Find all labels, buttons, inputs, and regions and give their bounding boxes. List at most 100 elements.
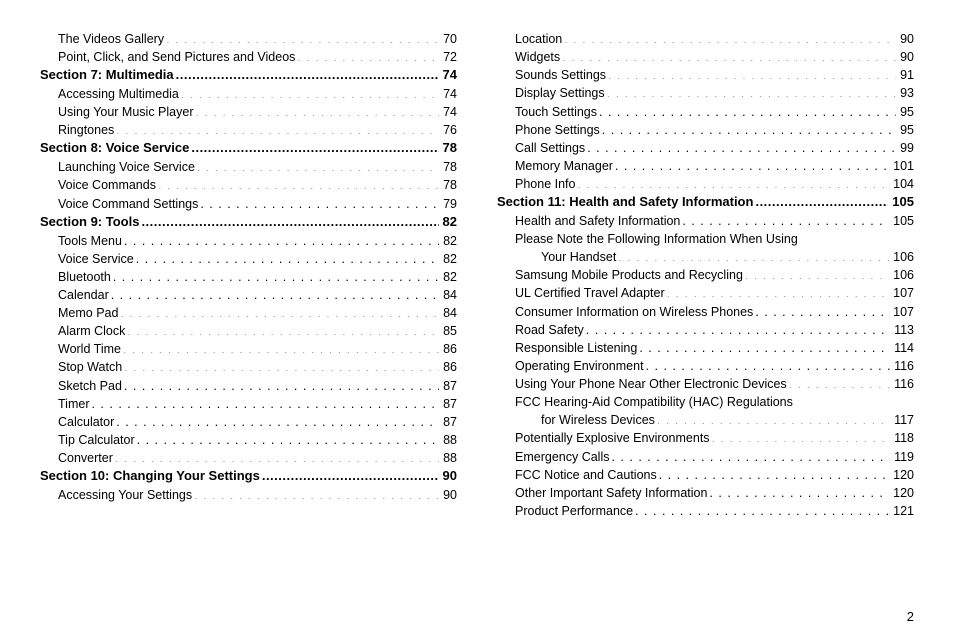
toc-entry: Sounds Settings91 [497,66,914,84]
toc-entry-label: Consumer Information on Wireless Phones [515,303,755,321]
toc-entry-page: 120 [889,484,914,502]
toc-entry: Using Your Music Player74 [40,103,457,121]
toc-leader-dots [116,413,439,426]
toc-entry-label: Sketch Pad [58,377,124,395]
page-number: 2 [907,609,914,624]
toc-entry-label: Voice Commands [58,176,158,194]
toc-entry-page: 82 [439,250,457,268]
toc-entry-label: Phone Info [515,175,577,193]
toc-entry-page: 113 [890,321,914,339]
toc-entry-page: 107 [889,284,914,302]
toc-entry-label: Display Settings [515,84,607,102]
toc-leader-dots [194,487,439,500]
toc-entry-label: Please Note the Following Information Wh… [515,230,800,248]
toc-entry-page: 120 [889,466,914,484]
toc-entry: Using Your Phone Near Other Electronic D… [497,375,914,393]
toc-entry-label: Point, Click, and Send Pictures and Vide… [58,48,297,66]
toc-entry-page: 93 [896,84,914,102]
toc-entry-label: The Videos Gallery [58,30,166,48]
toc-leader-dots [127,323,439,336]
toc-entry: Display Settings 93 [497,84,914,102]
toc-leader-dots [141,213,438,226]
toc-entry: Sketch Pad 87 [40,377,457,395]
toc-leader-dots [158,177,439,190]
toc-entry-wrapped: Please Note the Following Information Wh… [497,230,914,248]
toc-entry-label: Section 11: Health and Safety Informatio… [497,193,755,212]
toc-entry-page: 116 [890,375,914,393]
toc-leader-dots [639,339,890,352]
toc-entry: Memo Pad84 [40,304,457,322]
toc-entry-page: 105 [888,193,914,212]
toc-entry-page: 119 [890,448,914,466]
toc-entry-page: 107 [889,303,914,321]
toc-leader-dots [113,268,439,281]
toc-leader-dots [755,303,889,316]
toc-entry-continuation: Your Handset106 [497,248,914,266]
toc-entry-page: 78 [439,158,457,176]
toc-entry-page: 79 [439,195,457,213]
toc-entry-label: Sounds Settings [515,66,608,84]
toc-entry-label: Section 8: Voice Service [40,139,191,158]
toc-entry-label: Alarm Clock [58,322,127,340]
toc-entry: Timer 87 [40,395,457,413]
toc-section-heading: Section 11: Health and Safety Informatio… [497,193,914,212]
toc-leader-dots [562,49,896,62]
toc-entry: Phone Settings 95 [497,121,914,139]
toc-entry-page: 114 [890,339,914,357]
toc-section-heading: Section 10: Changing Your Settings90 [40,467,457,486]
toc-entry-page: 84 [439,286,457,304]
toc-leader-dots [91,395,439,408]
toc-entry-page: 106 [889,266,914,284]
toc-entry-label: Your Handset [541,248,618,266]
toc-entry-label: FCC Notice and Cautions [515,466,659,484]
toc-entry-label: Memory Manager [515,157,615,175]
toc-entry-label: Timer [58,395,91,413]
toc-entry-wrapped: FCC Hearing-Aid Compatibility (HAC) Regu… [497,393,914,411]
toc-leader-dots [646,357,891,370]
toc-entry-page: 87 [439,377,457,395]
toc-leader-dots [124,232,439,245]
toc-entry: Calendar84 [40,286,457,304]
toc-column-right: Location90Widgets90Sounds Settings91Disp… [477,30,914,626]
toc-entry-label: Ringtones [58,121,116,139]
toc-entry-label: Phone Settings [515,121,602,139]
toc-leader-dots [586,321,890,334]
toc-leader-dots [297,49,439,62]
toc-entry-label: Accessing Your Settings [58,486,194,504]
toc-entry: Touch Settings 95 [497,103,914,121]
toc-entry-page: 87 [439,395,457,413]
toc-leader-dots [262,467,439,480]
toc-entry: Phone Info104 [497,175,914,193]
toc-entry-label: World Time [58,340,123,358]
toc-entry: Health and Safety Information105 [497,212,914,230]
toc-entry: Launching Voice Service78 [40,158,457,176]
toc-entry-page: 105 [889,212,914,230]
toc-entry-page: 90 [439,467,457,486]
toc-entry-page: 95 [896,121,914,139]
toc-entry-label: FCC Hearing-Aid Compatibility (HAC) Regu… [515,393,795,411]
toc-entry: UL Certified Travel Adapter107 [497,284,914,302]
toc-entry-label: Road Safety [515,321,586,339]
toc-leader-dots [577,176,889,189]
toc-entry: Potentially Explosive Environments118 [497,429,914,447]
toc-entry-label: Using Your Music Player [58,103,195,121]
toc-entry-label: for Wireless Devices [541,411,657,429]
toc-page: The Videos Gallery 70 Point, Click, and Se… [0,0,954,636]
toc-entry: Voice Commands78 [40,176,457,194]
toc-entry-label: Responsible Listening [515,339,639,357]
toc-leader-dots [124,377,439,390]
toc-entry-page: 74 [439,66,457,85]
toc-entry-page: 70 [439,30,457,48]
toc-entry-page: 82 [439,268,457,286]
toc-entry-page: 88 [439,431,457,449]
toc-entry-label: Memo Pad [58,304,120,322]
toc-entry-page: 82 [439,213,457,232]
toc-entry-page: 95 [896,103,914,121]
toc-leader-dots [618,249,889,262]
toc-leader-dots [599,103,896,116]
toc-entry-page: 76 [439,121,457,139]
toc-entry-page: 116 [890,357,914,375]
toc-leader-dots [111,286,439,299]
toc-entry-label: Touch Settings [515,103,599,121]
toc-leader-dots [564,31,896,44]
